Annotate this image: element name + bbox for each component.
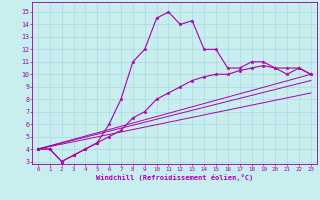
X-axis label: Windchill (Refroidissement éolien,°C): Windchill (Refroidissement éolien,°C) [96,174,253,181]
